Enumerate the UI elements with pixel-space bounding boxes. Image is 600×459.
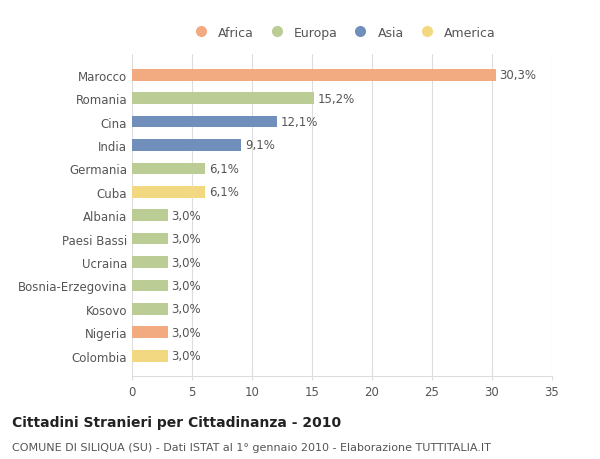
Text: COMUNE DI SILIQUA (SU) - Dati ISTAT al 1° gennaio 2010 - Elaborazione TUTTITALIA: COMUNE DI SILIQUA (SU) - Dati ISTAT al 1… <box>12 442 491 452</box>
Text: 6,1%: 6,1% <box>209 162 239 175</box>
Bar <box>132 140 241 151</box>
Text: 9,1%: 9,1% <box>245 139 275 152</box>
Bar <box>132 186 205 198</box>
Text: 3,0%: 3,0% <box>172 349 201 363</box>
Text: Cittadini Stranieri per Cittadinanza - 2010: Cittadini Stranieri per Cittadinanza - 2… <box>12 415 341 429</box>
Bar <box>132 93 314 105</box>
Text: 6,1%: 6,1% <box>209 186 239 199</box>
Text: 15,2%: 15,2% <box>318 92 355 106</box>
Bar <box>132 163 205 175</box>
Bar <box>132 117 277 128</box>
Text: 3,0%: 3,0% <box>172 233 201 246</box>
Bar <box>132 210 168 222</box>
Bar <box>132 350 168 362</box>
Bar <box>132 70 496 81</box>
Text: 3,0%: 3,0% <box>172 256 201 269</box>
Legend: Africa, Europa, Asia, America: Africa, Europa, Asia, America <box>184 23 500 43</box>
Text: 3,0%: 3,0% <box>172 280 201 292</box>
Bar <box>132 327 168 338</box>
Text: 12,1%: 12,1% <box>281 116 318 129</box>
Text: 30,3%: 30,3% <box>499 69 536 82</box>
Text: 3,0%: 3,0% <box>172 209 201 222</box>
Bar <box>132 257 168 269</box>
Text: 3,0%: 3,0% <box>172 326 201 339</box>
Bar <box>132 233 168 245</box>
Text: 3,0%: 3,0% <box>172 303 201 316</box>
Bar <box>132 280 168 291</box>
Bar <box>132 303 168 315</box>
